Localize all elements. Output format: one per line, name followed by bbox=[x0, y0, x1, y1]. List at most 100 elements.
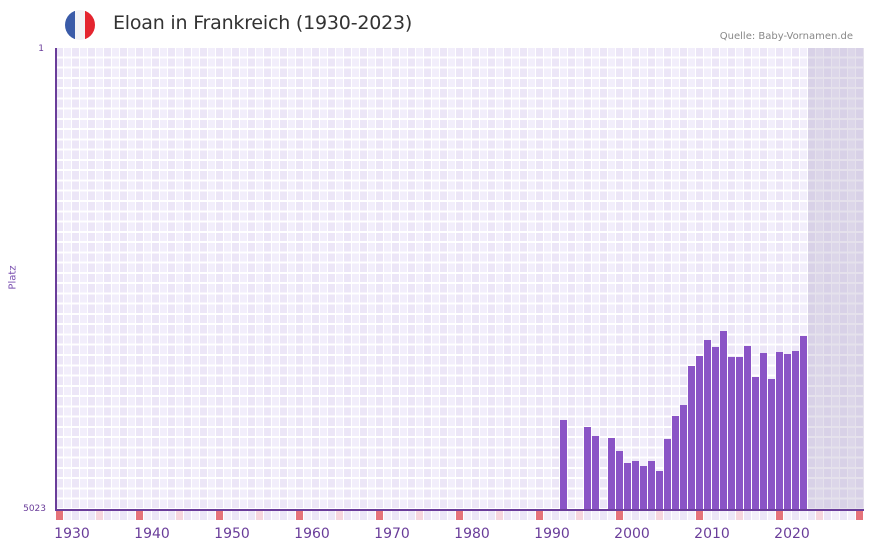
bar-2005[interactable] bbox=[664, 438, 671, 510]
bar-2004[interactable] bbox=[656, 471, 663, 510]
bar-2020[interactable] bbox=[784, 353, 791, 510]
timeline-marker bbox=[480, 511, 487, 520]
bar-2022[interactable] bbox=[800, 335, 807, 510]
grid-column bbox=[656, 48, 664, 510]
timeline-marker bbox=[856, 511, 863, 520]
timeline-marker bbox=[200, 511, 207, 520]
grid-column bbox=[496, 48, 504, 510]
x-tick-label: 1970 bbox=[374, 526, 410, 542]
grid-column bbox=[432, 48, 440, 510]
timeline-marker bbox=[328, 511, 335, 520]
grid-column bbox=[536, 48, 544, 510]
timeline-marker bbox=[728, 511, 735, 520]
timeline-marker bbox=[456, 511, 463, 520]
timeline-marker bbox=[120, 511, 127, 520]
grid-column bbox=[480, 48, 488, 510]
bar-1992[interactable] bbox=[560, 419, 567, 510]
grid-column bbox=[464, 48, 472, 510]
bar-2014[interactable] bbox=[736, 357, 743, 510]
bar-2007[interactable] bbox=[680, 404, 687, 510]
grid-column bbox=[360, 48, 368, 510]
timeline-marker bbox=[160, 511, 167, 520]
france-flag-icon bbox=[65, 10, 95, 40]
timeline-marker bbox=[240, 511, 247, 520]
flag-red-stripe bbox=[85, 10, 95, 40]
timeline-marker bbox=[104, 511, 111, 520]
timeline-marker bbox=[264, 511, 271, 520]
grid-column bbox=[56, 48, 64, 510]
timeline-marker bbox=[832, 511, 839, 520]
grid-column bbox=[96, 48, 104, 510]
bar-2018[interactable] bbox=[768, 379, 775, 510]
bar-1996[interactable] bbox=[592, 435, 599, 510]
timeline-marker bbox=[824, 511, 831, 520]
bar-2015[interactable] bbox=[744, 345, 751, 510]
timeline-markers bbox=[56, 511, 864, 520]
bar-1995[interactable] bbox=[584, 426, 591, 510]
timeline-marker bbox=[416, 511, 423, 520]
x-tick-label: 1980 bbox=[454, 526, 490, 542]
timeline-marker bbox=[288, 511, 295, 520]
bar-2012[interactable] bbox=[720, 330, 727, 510]
timeline-marker bbox=[640, 511, 647, 520]
bar-2010[interactable] bbox=[704, 340, 711, 510]
grid-column bbox=[592, 48, 600, 510]
grid-column bbox=[256, 48, 264, 510]
bar-2008[interactable] bbox=[688, 365, 695, 510]
grid-column bbox=[712, 48, 720, 510]
timeline-marker bbox=[720, 511, 727, 520]
timeline-marker bbox=[248, 511, 255, 520]
timeline-marker bbox=[752, 511, 759, 520]
grid-column bbox=[264, 48, 272, 510]
timeline-marker bbox=[344, 511, 351, 520]
grid-column bbox=[584, 48, 592, 510]
timeline-marker bbox=[352, 511, 359, 520]
grid-column bbox=[688, 48, 696, 510]
bar-2003[interactable] bbox=[648, 460, 655, 510]
timeline-marker bbox=[744, 511, 751, 520]
grid-column bbox=[672, 48, 680, 510]
x-tick-label: 1960 bbox=[294, 526, 330, 542]
timeline-marker bbox=[696, 511, 703, 520]
bar-1998[interactable] bbox=[608, 437, 615, 510]
x-tick-label: 1930 bbox=[54, 526, 90, 542]
bar-2013[interactable] bbox=[728, 357, 735, 510]
grid-column bbox=[472, 48, 480, 510]
timeline-marker bbox=[80, 511, 87, 520]
bar-2009[interactable] bbox=[696, 356, 703, 510]
grid-column bbox=[136, 48, 144, 510]
timeline-marker bbox=[448, 511, 455, 520]
timeline-marker bbox=[848, 511, 855, 520]
timeline-marker bbox=[736, 511, 743, 520]
timeline-marker bbox=[568, 511, 575, 520]
timeline-marker bbox=[808, 511, 815, 520]
timeline-marker bbox=[712, 511, 719, 520]
grid-column bbox=[280, 48, 288, 510]
bar-2006[interactable] bbox=[672, 415, 679, 510]
bar-1999[interactable] bbox=[616, 450, 623, 510]
timeline-marker bbox=[592, 511, 599, 520]
timeline-marker bbox=[760, 511, 767, 520]
timeline-marker bbox=[392, 511, 399, 520]
bar-2001[interactable] bbox=[632, 460, 639, 510]
bar-2002[interactable] bbox=[640, 465, 647, 510]
bar-2019[interactable] bbox=[776, 351, 783, 510]
grid-column bbox=[728, 48, 736, 510]
timeline-marker bbox=[528, 511, 535, 520]
grid-column bbox=[232, 48, 240, 510]
timeline-marker bbox=[632, 511, 639, 520]
grid-column bbox=[344, 48, 352, 510]
timeline-marker bbox=[656, 511, 663, 520]
bar-2021[interactable] bbox=[792, 351, 799, 510]
x-tick-label: 1940 bbox=[134, 526, 170, 542]
bar-2011[interactable] bbox=[712, 347, 719, 510]
bar-2000[interactable] bbox=[624, 462, 631, 510]
grid-column bbox=[504, 48, 512, 510]
timeline-marker bbox=[648, 511, 655, 520]
x-tick-label: 1950 bbox=[214, 526, 250, 542]
bar-2017[interactable] bbox=[760, 352, 767, 510]
grid-column bbox=[616, 48, 624, 510]
timeline-marker bbox=[176, 511, 183, 520]
bar-2016[interactable] bbox=[752, 376, 759, 510]
timeline-marker bbox=[584, 511, 591, 520]
